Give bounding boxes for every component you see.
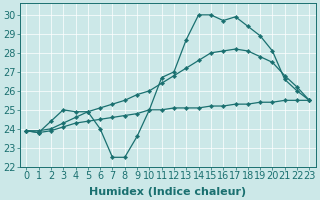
X-axis label: Humidex (Indice chaleur): Humidex (Indice chaleur) <box>89 187 246 197</box>
